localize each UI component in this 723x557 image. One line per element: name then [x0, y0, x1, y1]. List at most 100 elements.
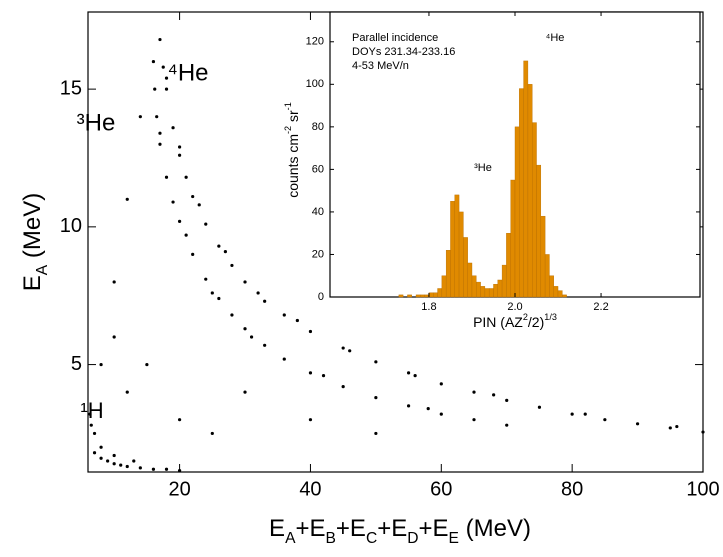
- histogram-bar: [428, 292, 434, 298]
- point: [217, 296, 221, 301]
- point: [341, 346, 345, 350]
- point: [249, 335, 254, 339]
- histogram-bar: [467, 262, 473, 298]
- histogram-bar: [420, 294, 425, 298]
- histogram-bar: [437, 288, 443, 298]
- histogram-bar: [501, 264, 507, 298]
- x-tick-label: 2.0: [507, 301, 522, 313]
- point: [197, 203, 201, 207]
- annotation: Parallel incidence: [352, 32, 438, 44]
- point: [223, 250, 227, 254]
- point: [217, 244, 221, 248]
- histogram-bar: [433, 292, 438, 298]
- point: [138, 466, 142, 470]
- label-part: A: [285, 530, 296, 547]
- point: [635, 422, 640, 426]
- histogram-bar: [549, 275, 554, 298]
- y-tick-label: 20: [312, 248, 324, 260]
- point: [177, 219, 182, 223]
- point: [492, 393, 496, 397]
- point: [125, 390, 129, 394]
- label-part: E: [269, 515, 285, 542]
- histogram-bar: [488, 288, 494, 298]
- point: [88, 412, 92, 416]
- histogram-bar: [445, 250, 451, 298]
- x-tick-label: 2.2: [593, 301, 608, 313]
- histogram-bar: [553, 286, 559, 298]
- y-axis-label: EA (MeV): [19, 193, 50, 291]
- y-tick-label: 5: [71, 353, 82, 375]
- point: [374, 360, 378, 364]
- label-part: E: [19, 275, 46, 291]
- inset-chart: 1.8 2.0 2.2 0 20 40 60 80 100 120 PIN (AZ2/2)1/3 co…: [283, 11, 701, 330]
- label-part: sr: [285, 110, 301, 126]
- point: [668, 426, 672, 430]
- point: [583, 412, 587, 416]
- point: [256, 291, 260, 295]
- point: [413, 373, 417, 378]
- point: [603, 418, 607, 422]
- point: [204, 222, 208, 226]
- histogram-bar: [493, 284, 498, 298]
- y-tick-label: 10: [60, 215, 82, 237]
- point: [125, 197, 129, 201]
- label-part: (MeV): [459, 515, 531, 542]
- histogram-bar: [540, 215, 546, 298]
- annotation: ⁴He: [546, 32, 565, 44]
- label-part: B: [326, 530, 336, 547]
- x-tick-label: 40: [299, 478, 321, 500]
- label-part: counts cm: [285, 134, 301, 198]
- point: [230, 313, 234, 317]
- annotation: ¹H: [80, 398, 103, 423]
- histogram-bar: [527, 84, 533, 298]
- x-tick-label: 80: [561, 478, 583, 500]
- point: [112, 462, 116, 466]
- point: [243, 390, 247, 394]
- point: [112, 280, 116, 284]
- histogram-bar: [497, 279, 503, 298]
- point: [439, 412, 443, 416]
- point: [177, 153, 182, 157]
- histogram-bar: [519, 88, 524, 298]
- label-part: +E: [419, 515, 449, 542]
- histogram-bar: [463, 237, 468, 298]
- marks: [398, 60, 567, 298]
- label-part: E: [449, 530, 459, 547]
- x-tick-label: 100: [686, 478, 719, 500]
- histogram-bar: [510, 179, 516, 298]
- point: [191, 194, 195, 199]
- point: [263, 299, 267, 303]
- x-axis-label: EA+EB+EC+ED+EE (MeV): [269, 515, 531, 546]
- point: [348, 349, 352, 353]
- point: [112, 335, 116, 339]
- histogram-bar: [544, 254, 550, 298]
- histogram-bar: [532, 122, 537, 298]
- point: [472, 418, 476, 422]
- point: [308, 418, 313, 422]
- label-part: -2: [283, 126, 293, 134]
- point: [321, 373, 326, 378]
- point: [184, 175, 188, 179]
- histogram-bar: [454, 194, 460, 298]
- point: [89, 423, 93, 427]
- histogram-bar: [407, 294, 412, 298]
- point: [230, 263, 234, 268]
- histogram-bar: [523, 60, 529, 298]
- y-tick-label: 120: [306, 36, 324, 48]
- histogram-bar: [484, 288, 490, 298]
- histogram-bar: [536, 164, 542, 298]
- label-part: /2): [528, 314, 544, 330]
- x-axis-label: PIN (AZ2/2)1/3: [473, 312, 557, 329]
- marks: [88, 37, 705, 473]
- histogram-bar: [424, 294, 430, 298]
- point: [92, 451, 97, 455]
- point: [263, 343, 267, 347]
- point: [308, 329, 313, 334]
- y-tick-label: 100: [306, 78, 324, 90]
- point: [204, 277, 208, 281]
- point: [505, 398, 509, 402]
- point: [675, 424, 679, 429]
- point: [158, 131, 162, 135]
- point: [151, 467, 156, 471]
- point: [171, 200, 175, 204]
